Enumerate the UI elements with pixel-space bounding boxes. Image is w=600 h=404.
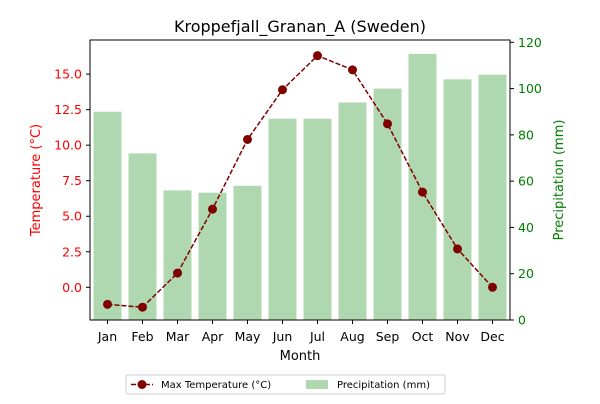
precip-bar-feb	[128, 153, 157, 320]
x-tick-label: Feb	[131, 329, 153, 344]
legend-line-marker	[137, 380, 147, 389]
precip-bar-dec	[478, 74, 507, 320]
precip-bar-aug	[338, 102, 367, 320]
left-tick-label: 15.0	[54, 67, 82, 82]
y-axis-right-label: Precipitation (mm)	[552, 120, 567, 241]
precip-bar-apr	[198, 192, 227, 320]
right-tick-label: 20	[518, 266, 534, 281]
temperature-point-jan	[103, 299, 112, 309]
temperature-point-sep	[383, 119, 392, 129]
right-tick-label: 60	[518, 174, 534, 189]
temperature-line	[107, 54, 494, 308]
right-axis: 0 20 40 60 80 100 120	[510, 35, 542, 328]
right-tick-label: 80	[518, 127, 534, 142]
precip-bar-oct	[408, 53, 437, 320]
left-tick-label: 0.0	[62, 280, 82, 295]
right-tick-label: 100	[518, 81, 542, 96]
x-tick-label: May	[235, 329, 261, 344]
precip-bar-nov	[443, 79, 472, 321]
left-tick-label: 5.0	[62, 209, 82, 224]
temperature-point-feb	[138, 302, 147, 312]
legend-label-precipitation: Precipitation (mm)	[337, 380, 430, 391]
precip-bar-jun	[268, 118, 297, 320]
x-tick-label: Oct	[412, 329, 434, 344]
precip-bar-may	[233, 185, 262, 320]
left-tick-label: 10.0	[54, 138, 82, 153]
precip-bar-jan	[93, 111, 122, 320]
x-tick-label: Jun	[272, 329, 293, 344]
precip-bar-mar	[163, 190, 192, 320]
x-tick-label: Sep	[376, 329, 400, 344]
legend: Max Temperature (°C) Precipitation (mm)	[125, 374, 446, 395]
legend-box	[125, 374, 446, 395]
left-tick-label: 7.5	[62, 173, 82, 188]
right-tick-label: 120	[518, 35, 542, 50]
temperature-point-dec	[488, 282, 497, 292]
right-tick-label: 0	[518, 313, 526, 328]
x-tick-label: Aug	[340, 329, 364, 344]
temperature-point-may	[243, 134, 252, 144]
precip-bar-jul	[303, 118, 332, 320]
x-axis-label: Month	[280, 349, 321, 364]
plot-frame	[89, 39, 511, 321]
x-tick-label: Dec	[480, 329, 504, 344]
left-tick-label: 2.5	[62, 244, 82, 259]
temperature-point-aug	[348, 65, 357, 75]
x-tick-label: Nov	[445, 329, 470, 344]
temperature-point-jul	[313, 51, 322, 61]
right-tick-label: 40	[518, 220, 534, 235]
temperature-point-apr	[208, 204, 217, 214]
x-tick-label: Apr	[202, 329, 224, 344]
y-axis-left-label: Temperature (°C)	[29, 124, 44, 237]
temperature-point-mar	[173, 268, 182, 278]
legend-label-temperature: Max Temperature (°C)	[161, 380, 271, 391]
x-tick-label: Jul	[309, 329, 325, 344]
temperature-point-oct	[418, 187, 427, 197]
x-axis: Jan Feb Mar Apr May Jun Jul Aug Sep Oct Nov Dec	[97, 320, 505, 344]
line-series	[103, 51, 497, 312]
legend-bar-swatch	[306, 380, 328, 389]
bar-series	[93, 53, 507, 321]
left-axis: 0.0 2.5 5.0 7.5 10.0 12.5 15.0	[54, 67, 90, 295]
temperature-point-nov	[453, 244, 462, 254]
left-tick-label: 12.5	[54, 102, 82, 117]
x-tick-label: Mar	[166, 329, 190, 344]
x-tick-label: Jan	[97, 329, 117, 344]
temperature-point-jun	[278, 85, 287, 95]
chart-title: Kroppefjall_Granan_A (Sweden)	[174, 17, 426, 37]
